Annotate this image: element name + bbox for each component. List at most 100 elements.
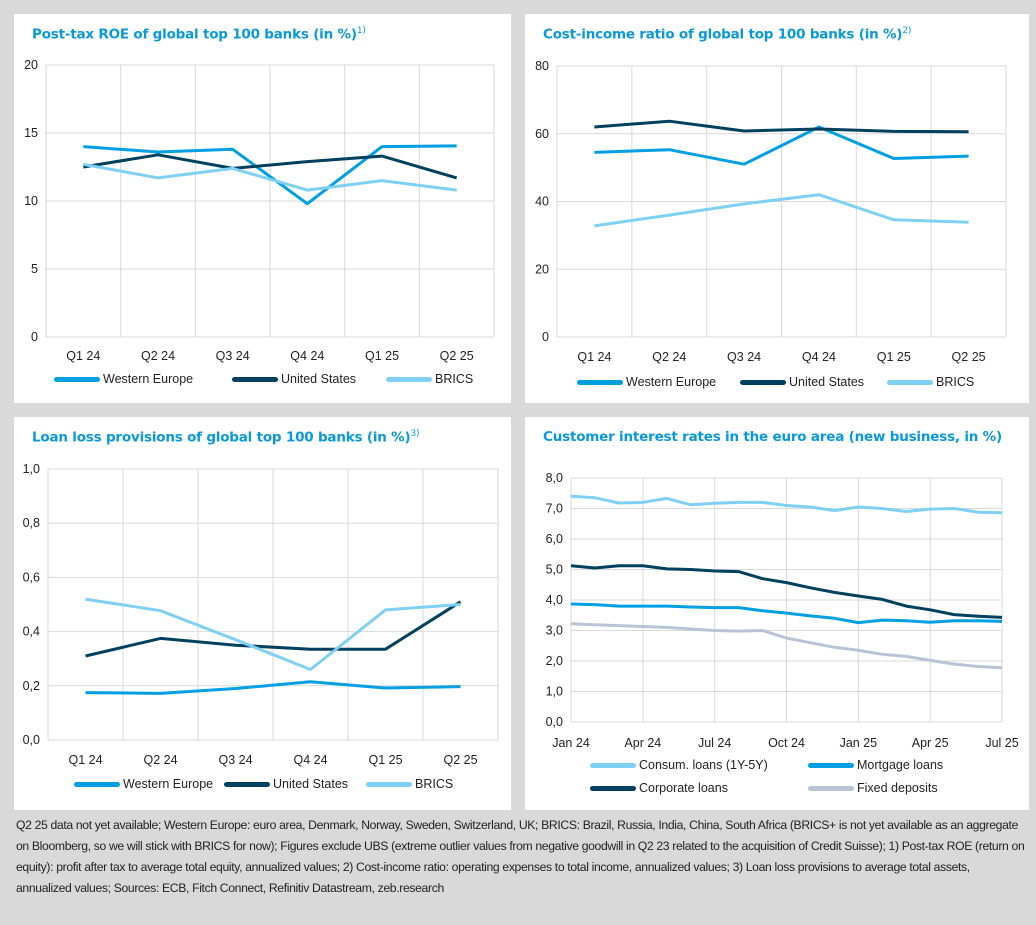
- legend-swatch: [740, 379, 786, 385]
- x-tick-label: Q2 25: [952, 350, 986, 364]
- plot-area: [45, 64, 495, 338]
- y-tick-label: 0,0: [546, 715, 563, 729]
- chart-panel-loan-loss: Loan loss provisions of global top 100 b…: [14, 417, 511, 810]
- x-tick-label: Oct 24: [768, 736, 805, 750]
- x-tick-label: Q1 25: [877, 350, 911, 364]
- x-tick-label: Q3 24: [216, 349, 250, 363]
- series-line-united-states: [83, 153, 458, 180]
- legend-swatch: [808, 785, 854, 791]
- legend-label: Corporate loans: [639, 781, 728, 795]
- legend-item: Fixed deposits: [808, 781, 938, 795]
- legend-item: United States: [232, 372, 356, 386]
- legend-swatch: [590, 762, 636, 768]
- y-tick-label: 0: [31, 330, 38, 344]
- y-tick-label: 0,0: [23, 733, 40, 747]
- legend-label: United States: [273, 777, 349, 791]
- plot-area: [570, 477, 1003, 723]
- x-tick-label: Q1 24: [68, 753, 102, 767]
- chart-title: Customer interest rates in the euro area…: [543, 429, 1002, 445]
- x-tick-label: Jan 25: [840, 736, 878, 750]
- legend-swatch: [577, 379, 623, 385]
- legend-label: BRICS: [435, 372, 474, 386]
- legend-swatch: [366, 781, 412, 787]
- series-line-brics: [594, 193, 969, 228]
- legend-swatch: [386, 376, 432, 382]
- x-tick-label: Apr 24: [624, 736, 661, 750]
- legend-item: BRICS: [366, 777, 453, 791]
- legend-swatch: [54, 376, 100, 382]
- legend-swatch: [590, 785, 636, 791]
- legend-label: Western Europe: [626, 375, 717, 389]
- series-line-corporate-loans: [570, 564, 1003, 619]
- legend-swatch: [224, 781, 270, 787]
- y-tick-label: 15: [24, 126, 38, 140]
- legend-label: Fixed deposits: [857, 781, 938, 795]
- legend-item: Western Europe: [577, 375, 716, 389]
- chart-panel-roe: Post-tax ROE of global top 100 banks (in…: [14, 14, 511, 403]
- series-line-fixed-deposits: [570, 622, 1003, 670]
- chart-title: Post-tax ROE of global top 100 banks (in…: [32, 26, 366, 43]
- series-line-united-states: [85, 600, 462, 658]
- y-tick-label: 10: [24, 194, 38, 208]
- y-tick-label: 1,0: [23, 462, 40, 476]
- legend-label: Consum. loans (1Y-5Y): [639, 758, 768, 772]
- x-tick-label: Q2 24: [141, 349, 175, 363]
- legend-item: United States: [224, 777, 348, 791]
- x-tick-label: Q4 24: [290, 349, 324, 363]
- legend-item: United States: [740, 375, 864, 389]
- x-tick-label: Q2 24: [652, 350, 686, 364]
- x-tick-label: Q2 25: [443, 753, 477, 767]
- series-line-mortgage-loans: [570, 602, 1003, 625]
- x-tick-label: Jan 24: [552, 736, 590, 750]
- y-tick-label: 60: [535, 127, 549, 141]
- interest-rates-line-chart: 0,0 1,0 2,0 3,0 4,0 5,0 6,0 7,0 8,0 Jan 24 Apr 24 J…: [546, 471, 1019, 750]
- x-tick-label: Q1 25: [365, 349, 399, 363]
- y-tick-label: 5: [31, 262, 38, 276]
- x-tick-label: Q4 24: [802, 350, 836, 364]
- cost-income-line-chart: 0 20 40 60 80 Q1 24 Q2 24 Q3 24 Q4 24 Q1 25 Q2 25: [535, 59, 1007, 364]
- y-tick-label: 20: [535, 262, 549, 276]
- series-line-western-europe: [83, 144, 457, 206]
- x-tick-label: Q1 24: [577, 350, 611, 364]
- legend-label: BRICS: [936, 375, 975, 389]
- legend-swatch: [887, 379, 933, 385]
- chart-title: Cost-income ratio of global top 100 bank…: [543, 26, 912, 43]
- y-tick-label: 0,6: [23, 570, 40, 584]
- series-line-brics: [85, 597, 461, 671]
- x-tick-label: Q2 25: [440, 349, 474, 363]
- legend-label: BRICS: [415, 777, 454, 791]
- legend-label: Mortgage loans: [857, 758, 944, 772]
- legend-item: Western Europe: [54, 372, 193, 386]
- plot-area: [556, 65, 1007, 338]
- legend-item: Consum. loans (1Y-5Y): [590, 758, 768, 772]
- y-tick-label: 5,0: [546, 563, 563, 577]
- y-tick-label: 3,0: [546, 624, 563, 638]
- loan-loss-line-chart: 0,0 0,2 0,4 0,6 0,8 1,0 Q1 24 Q2 24 Q3 24 Q4 24 Q1…: [23, 462, 499, 767]
- roe-line-chart: 0 5 10 15 20 Q1 24 Q2 24 Q3 24 Q4 24 Q1 25 Q2 25: [24, 58, 495, 363]
- footnote: Q2 25 data not yet available; Western Eu…: [16, 818, 1025, 895]
- x-tick-label: Q1 25: [368, 753, 402, 767]
- x-tick-label: Q3 24: [727, 350, 761, 364]
- legend-item: Mortgage loans: [808, 758, 943, 772]
- x-tick-label: Q2 24: [143, 753, 177, 767]
- y-tick-label: 6,0: [546, 532, 563, 546]
- legend-label: United States: [789, 375, 865, 389]
- y-tick-label: 7,0: [546, 502, 563, 516]
- legend-item: Western Europe: [74, 777, 213, 791]
- series-line-western-europe: [594, 125, 969, 166]
- chart-panel-interest-rates: Customer interest rates in the euro area…: [525, 417, 1029, 810]
- y-tick-label: 8,0: [546, 471, 563, 485]
- x-tick-label: Q1 24: [66, 349, 100, 363]
- series-line-brics: [83, 162, 457, 192]
- legend-item: Corporate loans: [590, 781, 728, 795]
- y-tick-label: 0,4: [23, 625, 40, 639]
- x-tick-label: Jul 25: [985, 736, 1018, 750]
- x-tick-label: Q3 24: [218, 753, 252, 767]
- legend-item: BRICS: [887, 375, 974, 389]
- y-tick-label: 4,0: [546, 593, 563, 607]
- legend-swatch: [808, 762, 854, 768]
- y-tick-label: 20: [24, 58, 38, 72]
- y-tick-label: 80: [535, 59, 549, 73]
- series-line-western-europe: [85, 680, 461, 695]
- plot-area: [47, 468, 499, 741]
